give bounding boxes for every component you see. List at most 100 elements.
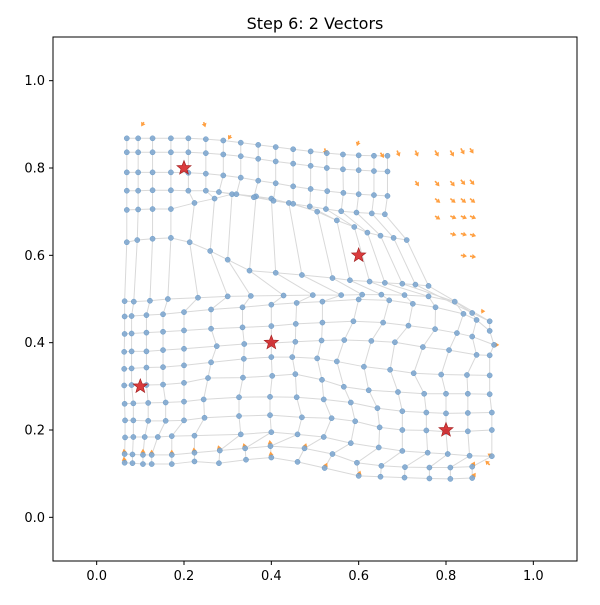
- grid-point: [269, 323, 274, 328]
- grid-point: [470, 334, 475, 339]
- grid-point: [186, 136, 191, 141]
- grid-point: [195, 295, 200, 300]
- grid-point: [352, 224, 357, 229]
- grid-point: [400, 427, 405, 432]
- grid-point: [461, 311, 466, 316]
- grid-point: [238, 154, 243, 159]
- grid-point: [243, 457, 248, 462]
- grid-point: [353, 419, 358, 424]
- grid-point: [307, 204, 312, 209]
- grid-point: [168, 170, 173, 175]
- grid-point: [181, 328, 186, 333]
- grid-point: [238, 175, 243, 180]
- displacement-arrow-shaft: [470, 216, 472, 217]
- grid-point: [379, 292, 384, 297]
- grid-point: [273, 144, 278, 149]
- grid-point: [136, 150, 141, 155]
- grid-point: [377, 425, 382, 430]
- grid-point: [122, 451, 127, 456]
- grid-point: [131, 299, 136, 304]
- grid-point: [341, 384, 346, 389]
- grid-point: [402, 465, 407, 470]
- grid-point: [225, 257, 230, 262]
- grid-point: [433, 305, 438, 310]
- grid-point: [290, 354, 295, 359]
- grid-point: [291, 147, 296, 152]
- grid-point: [142, 434, 147, 439]
- grid-point: [291, 201, 296, 206]
- grid-point: [168, 136, 173, 141]
- grid-point: [208, 307, 213, 312]
- grid-point: [208, 360, 213, 365]
- grid-point: [465, 391, 470, 396]
- grid-point: [381, 320, 386, 325]
- grid-point: [267, 413, 272, 418]
- grid-point: [122, 349, 127, 354]
- grid-point: [356, 297, 361, 302]
- displacement-arrow-shaft: [450, 216, 452, 217]
- grid-point: [238, 432, 243, 437]
- grid-point: [308, 186, 313, 191]
- grid-point: [371, 168, 376, 173]
- grid-point: [273, 181, 278, 186]
- grid-point: [424, 428, 429, 433]
- grid-point: [155, 434, 160, 439]
- grid-point: [342, 337, 347, 342]
- grid-point: [216, 461, 221, 466]
- grid-point: [489, 454, 494, 459]
- grid-point: [321, 434, 326, 439]
- grid-point: [470, 464, 475, 469]
- y-tick-label: 0.0: [24, 511, 45, 526]
- grid-point: [146, 418, 151, 423]
- chart-title: Step 6: 2 Vectors: [247, 14, 384, 33]
- grid-point: [140, 452, 145, 457]
- grid-point: [365, 230, 370, 235]
- displacement-arrow-shaft: [325, 148, 326, 150]
- grid-point: [251, 195, 256, 200]
- displacement-arrow-shaft: [461, 234, 463, 235]
- grid-point: [129, 382, 134, 387]
- grid-point: [144, 349, 149, 354]
- grid-point: [378, 233, 383, 238]
- grid-point: [400, 448, 405, 453]
- grid-point: [291, 184, 296, 189]
- grid-point: [470, 310, 475, 315]
- grid-point: [136, 188, 141, 193]
- grid-point: [310, 292, 315, 297]
- grid-point: [340, 167, 345, 172]
- grid-point: [268, 444, 273, 449]
- grid-point: [181, 380, 186, 385]
- grid-point: [150, 236, 155, 241]
- grid-point: [136, 207, 141, 212]
- grid-point: [149, 461, 154, 466]
- grid-point: [136, 170, 141, 175]
- grid-point: [122, 299, 127, 304]
- displacement-arrow-shaft: [415, 181, 416, 183]
- grid-point: [330, 451, 335, 456]
- grid-point: [203, 188, 208, 193]
- grid-point: [221, 138, 226, 143]
- grid-point: [256, 156, 261, 161]
- grid-point: [489, 427, 494, 432]
- x-tick-label: 1.0: [523, 569, 544, 584]
- grid-point: [214, 344, 219, 349]
- grid-point: [203, 151, 208, 156]
- grid-point: [361, 364, 366, 369]
- displacement-arrow-shaft: [381, 153, 382, 155]
- grid-point: [165, 296, 170, 301]
- grid-point: [225, 294, 230, 299]
- grid-point: [371, 153, 376, 158]
- grid-point: [315, 209, 320, 214]
- grid-point: [269, 430, 274, 435]
- grid-point: [124, 207, 129, 212]
- grid-point: [131, 401, 136, 406]
- grid-point: [168, 206, 173, 211]
- y-tick-label: 0.8: [24, 162, 45, 177]
- grid-point: [186, 188, 191, 193]
- grid-point: [392, 340, 397, 345]
- grid-point: [273, 270, 278, 275]
- grid-point: [382, 280, 387, 285]
- grid-point: [385, 193, 390, 198]
- grid-point: [205, 375, 210, 380]
